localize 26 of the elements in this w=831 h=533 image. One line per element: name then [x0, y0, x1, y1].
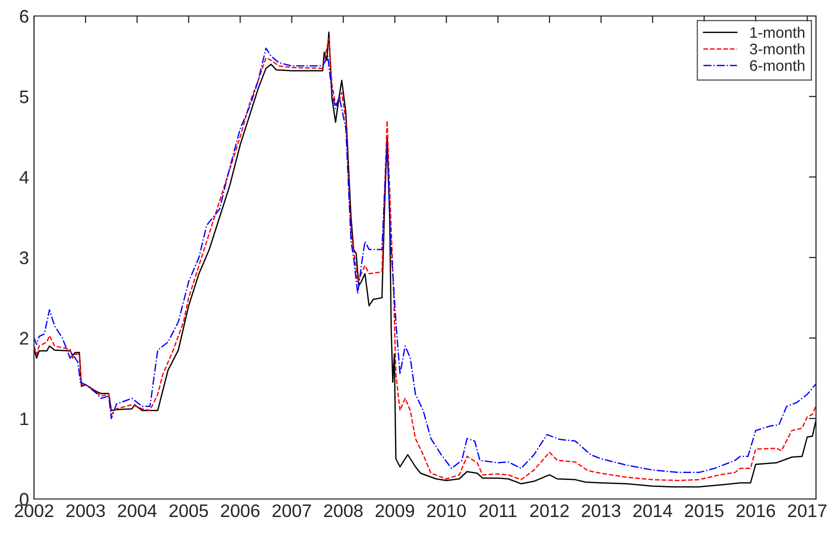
y-tick-label: 4 [20, 171, 29, 184]
y-tick-label: 6 [20, 10, 28, 23]
x-tick-label: 2005 [169, 504, 208, 518]
legend-label: 1-month [750, 26, 804, 38]
x-tick-label: 2009 [376, 504, 414, 518]
x-tick-label: 2016 [736, 504, 775, 518]
x-tick-label: 2017 [788, 504, 826, 518]
legend-label: 6-month [750, 60, 804, 71]
y-tick-label: 0 [20, 492, 28, 506]
x-tick-label: 2007 [272, 504, 311, 518]
x-tick-label: 2015 [684, 504, 724, 518]
x-tick-label: 2002 [14, 504, 54, 518]
y-tick-label: 3 [20, 251, 28, 264]
x-tick-label: 2008 [324, 504, 363, 518]
x-tick-label: 2014 [633, 504, 672, 518]
legend-label: 3-month [750, 43, 804, 54]
y-tick-label: 5 [20, 90, 28, 104]
x-tick-label: 2010 [427, 504, 466, 518]
x-tick-label: 2006 [221, 504, 260, 518]
x-tick-label: 2004 [118, 504, 157, 518]
x-tick-label: 2012 [530, 504, 569, 518]
y-tick-label: 2 [20, 332, 28, 345]
x-tick-label: 2011 [479, 504, 516, 518]
x-tick-label: 2003 [66, 504, 105, 518]
x-tick-label: 2013 [582, 504, 620, 518]
y-tick-label: 1 [20, 412, 28, 426]
